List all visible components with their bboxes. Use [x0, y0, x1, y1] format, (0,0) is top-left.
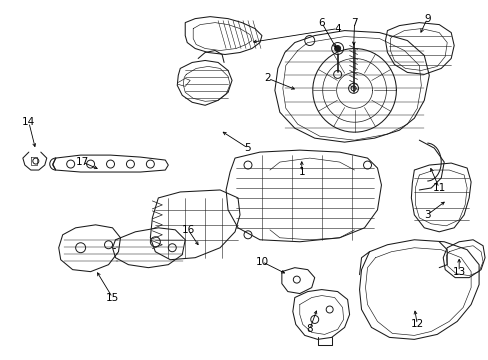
- Text: 11: 11: [432, 183, 445, 193]
- Text: 4: 4: [334, 24, 340, 33]
- Text: 1: 1: [298, 167, 305, 177]
- Text: 3: 3: [423, 210, 430, 220]
- Text: 2: 2: [264, 73, 271, 84]
- Text: 5: 5: [244, 143, 251, 153]
- Text: 8: 8: [306, 324, 312, 334]
- Text: 7: 7: [350, 18, 357, 28]
- Text: 9: 9: [423, 14, 430, 24]
- Text: 10: 10: [255, 257, 268, 267]
- Text: 6: 6: [318, 18, 325, 28]
- Text: 12: 12: [410, 319, 423, 329]
- Text: 15: 15: [106, 293, 119, 302]
- Text: 16: 16: [181, 225, 194, 235]
- Text: 13: 13: [451, 267, 465, 276]
- Circle shape: [334, 45, 340, 51]
- Text: 14: 14: [22, 117, 36, 127]
- Text: 17: 17: [76, 157, 89, 167]
